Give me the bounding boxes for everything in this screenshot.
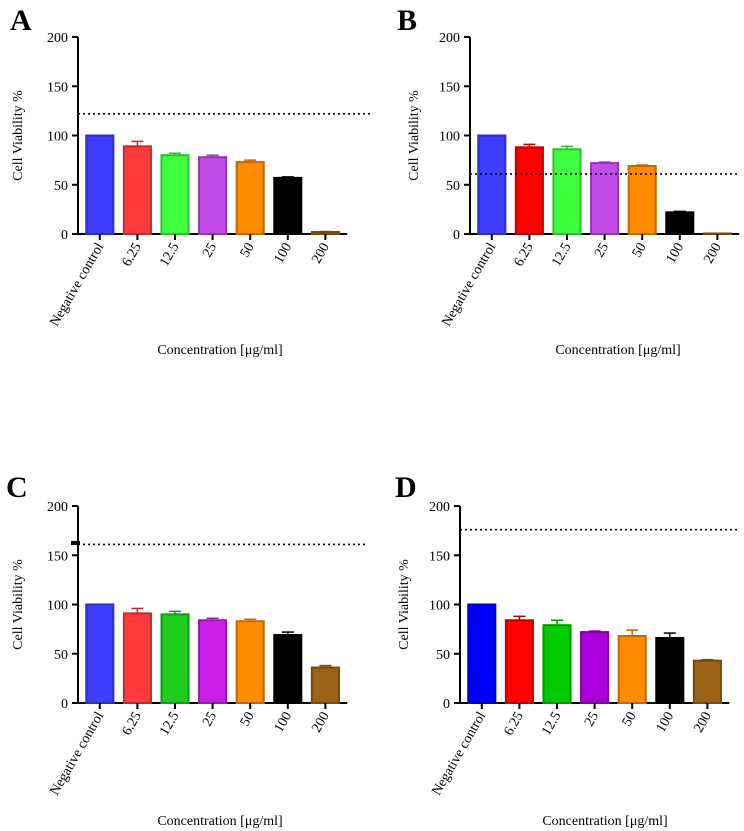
bar bbox=[580, 631, 610, 705]
category-label: 50 bbox=[620, 710, 640, 730]
x-axis-title: Concentration [μg/ml] bbox=[555, 343, 680, 358]
panel-letter: B bbox=[397, 4, 417, 37]
bar bbox=[702, 232, 732, 235]
category-label: 6.25 bbox=[502, 710, 527, 739]
y-tick-label: 150 bbox=[47, 80, 68, 95]
y-tick-label: 50 bbox=[54, 179, 68, 194]
bar bbox=[122, 145, 152, 236]
category-label: 12.5 bbox=[157, 710, 182, 739]
category-label: 12.5 bbox=[539, 710, 564, 739]
y-tick-label: 100 bbox=[47, 599, 68, 614]
panel-letter: A bbox=[10, 4, 32, 37]
y-tick-label: 150 bbox=[429, 549, 450, 564]
bar bbox=[665, 211, 695, 236]
axis-break-mark bbox=[71, 540, 80, 545]
bar bbox=[542, 624, 572, 704]
bar bbox=[504, 619, 534, 705]
y-tick-label: 100 bbox=[439, 130, 460, 145]
y-tick-label: 200 bbox=[47, 31, 68, 46]
x-axis-title: Concentration [μg/ml] bbox=[157, 814, 282, 829]
category-label: 200 bbox=[691, 710, 714, 736]
y-tick-label: 0 bbox=[453, 228, 460, 243]
y-axis-title: Cell Viability % bbox=[397, 559, 412, 650]
bar bbox=[122, 612, 152, 704]
bar bbox=[467, 603, 497, 704]
bar bbox=[477, 134, 507, 235]
bar bbox=[85, 603, 115, 704]
panel-b: B 0 50 100 150 200 Cell Viability % Negative co… bbox=[397, 4, 740, 358]
bar bbox=[310, 231, 340, 235]
bar bbox=[273, 176, 303, 235]
category-label: 6.25 bbox=[120, 710, 145, 739]
bar bbox=[692, 659, 722, 705]
category-label: 25 bbox=[592, 241, 612, 261]
panel-c: C 0 50 100 150 200 Cell Viability % Negative co… bbox=[6, 471, 368, 829]
category-label: 50 bbox=[238, 241, 258, 261]
category-label: 100 bbox=[272, 241, 295, 267]
panel-letter: C bbox=[6, 471, 28, 504]
category-label: 200 bbox=[309, 241, 332, 267]
panel-a: A 0 50 100 150 200 Cell Viability % Negative co… bbox=[10, 4, 372, 358]
category-label: 100 bbox=[272, 710, 295, 736]
y-tick-label: 100 bbox=[47, 130, 68, 145]
category-label: 50 bbox=[238, 710, 258, 730]
x-axis-title: Concentration [μg/ml] bbox=[157, 343, 282, 358]
category-label: 100 bbox=[654, 710, 677, 736]
panel-d: D 0 50 100 150 200 Cell Viability % Negative co… bbox=[395, 471, 738, 829]
bar bbox=[617, 635, 647, 705]
y-tick-label: 0 bbox=[61, 228, 68, 243]
category-label: 200 bbox=[309, 710, 332, 736]
y-tick-label: 50 bbox=[54, 648, 68, 663]
category-label: Negative control bbox=[47, 240, 107, 329]
category-label: 25 bbox=[200, 710, 220, 730]
bar bbox=[552, 148, 582, 235]
category-label: Negative control bbox=[47, 709, 107, 798]
category-label: 6.25 bbox=[512, 241, 537, 270]
bar bbox=[85, 134, 115, 235]
category-label: 12.5 bbox=[157, 241, 182, 270]
y-tick-label: 100 bbox=[429, 599, 450, 614]
bar bbox=[198, 156, 228, 235]
category-label: 6.25 bbox=[120, 241, 145, 270]
y-axis-title: Cell Viability % bbox=[11, 559, 26, 650]
y-tick-label: 200 bbox=[439, 31, 460, 46]
y-tick-label: 150 bbox=[439, 80, 460, 95]
panel-letter: D bbox=[395, 471, 417, 504]
category-label: 12.5 bbox=[549, 241, 574, 270]
y-tick-label: 0 bbox=[443, 697, 450, 712]
x-axis-title: Concentration [μg/ml] bbox=[542, 814, 667, 829]
bar bbox=[160, 154, 190, 235]
category-label: Negative control bbox=[439, 240, 499, 329]
y-tick-label: 200 bbox=[429, 500, 450, 515]
y-axis-title: Cell Viability % bbox=[11, 90, 26, 181]
bar bbox=[160, 613, 190, 704]
category-label: 25 bbox=[200, 241, 220, 261]
bar bbox=[514, 146, 544, 236]
y-tick-label: 150 bbox=[47, 549, 68, 564]
category-label: 100 bbox=[664, 241, 687, 267]
y-tick-label: 200 bbox=[47, 500, 68, 515]
bar bbox=[310, 666, 340, 704]
bar bbox=[627, 165, 657, 235]
bar bbox=[273, 634, 303, 704]
category-label: 50 bbox=[630, 241, 650, 261]
category-label: 200 bbox=[701, 241, 724, 267]
y-tick-label: 50 bbox=[446, 179, 460, 194]
y-tick-label: 50 bbox=[436, 648, 450, 663]
bar bbox=[235, 161, 265, 235]
bar bbox=[655, 636, 685, 704]
y-axis-title: Cell Viability % bbox=[407, 90, 422, 181]
category-label: Negative control bbox=[429, 709, 489, 798]
bar bbox=[235, 620, 265, 704]
bar bbox=[198, 619, 228, 705]
y-tick-label: 0 bbox=[61, 697, 68, 712]
category-label: 25 bbox=[582, 710, 602, 730]
